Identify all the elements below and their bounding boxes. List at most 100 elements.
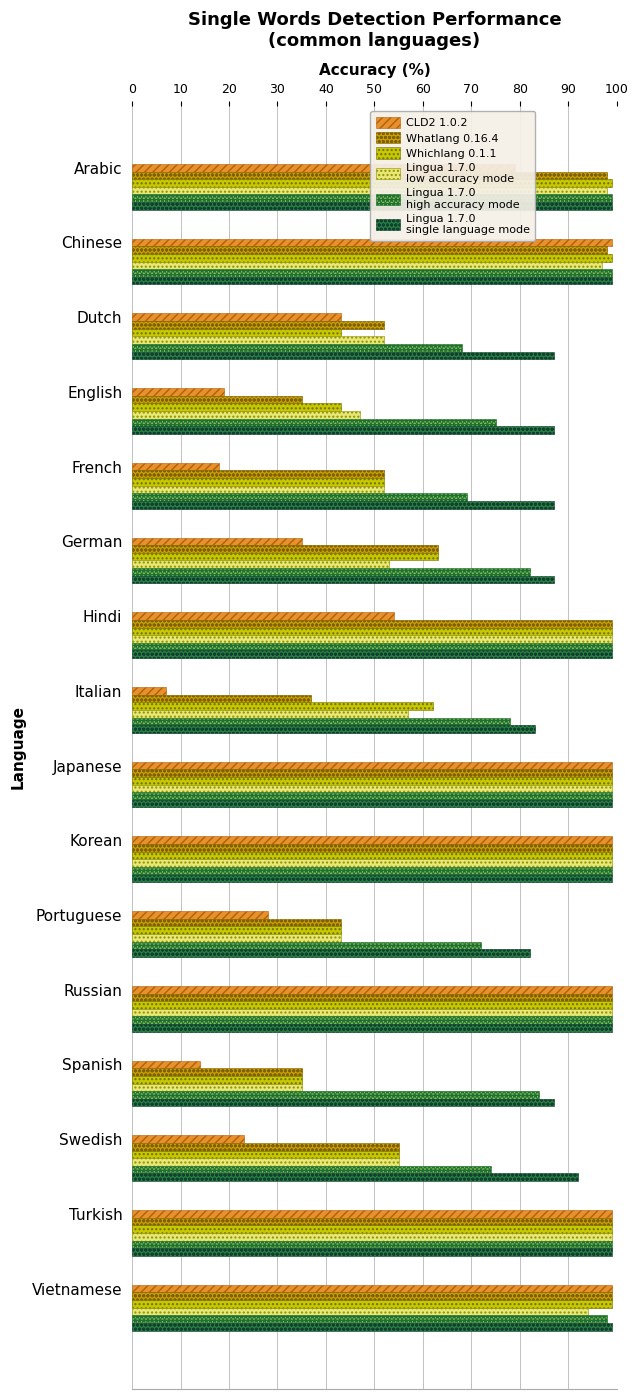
Bar bbox=[132, 867, 612, 875]
Bar bbox=[132, 1210, 612, 1218]
Bar bbox=[132, 1001, 612, 1009]
Y-axis label: Language: Language bbox=[11, 706, 26, 790]
Bar bbox=[132, 1301, 612, 1308]
Bar bbox=[132, 1240, 612, 1249]
Bar bbox=[132, 1233, 612, 1240]
Bar bbox=[132, 269, 612, 277]
Bar bbox=[132, 560, 389, 568]
Bar bbox=[132, 1009, 612, 1016]
Bar bbox=[132, 1249, 612, 1256]
Bar bbox=[132, 694, 312, 703]
Bar bbox=[132, 725, 534, 732]
Bar bbox=[132, 762, 612, 770]
Bar bbox=[132, 426, 554, 434]
Bar bbox=[132, 202, 612, 210]
Bar bbox=[132, 277, 612, 284]
Bar bbox=[132, 986, 612, 994]
Bar bbox=[132, 172, 607, 179]
Bar bbox=[132, 314, 340, 321]
Bar bbox=[132, 388, 224, 396]
Bar bbox=[132, 1285, 612, 1292]
Bar bbox=[132, 1166, 491, 1173]
Bar bbox=[132, 179, 612, 186]
Bar bbox=[132, 1316, 607, 1323]
Bar bbox=[132, 687, 166, 694]
Bar bbox=[132, 568, 530, 575]
Bar bbox=[132, 1323, 612, 1330]
Bar bbox=[132, 636, 612, 643]
Bar bbox=[132, 799, 612, 808]
Bar bbox=[132, 479, 384, 486]
Bar bbox=[132, 336, 384, 344]
Bar bbox=[132, 253, 612, 262]
Bar bbox=[132, 164, 515, 172]
Bar bbox=[132, 792, 612, 799]
Bar bbox=[132, 911, 268, 918]
Bar bbox=[132, 486, 384, 493]
Bar bbox=[132, 994, 612, 1001]
Bar bbox=[132, 1292, 612, 1301]
Bar bbox=[132, 703, 433, 710]
Bar bbox=[132, 419, 496, 426]
Bar bbox=[132, 538, 301, 545]
Bar bbox=[132, 344, 462, 351]
Bar bbox=[132, 1016, 612, 1023]
Bar bbox=[132, 1173, 578, 1182]
Bar bbox=[132, 403, 340, 412]
Bar bbox=[132, 875, 612, 882]
Bar bbox=[132, 329, 340, 336]
Bar bbox=[132, 942, 481, 949]
Bar bbox=[132, 1091, 540, 1099]
Bar bbox=[132, 851, 612, 860]
Bar bbox=[132, 575, 554, 584]
Bar bbox=[132, 710, 408, 718]
Bar bbox=[132, 620, 612, 627]
Bar bbox=[132, 1158, 399, 1166]
Bar bbox=[132, 262, 602, 269]
Bar bbox=[132, 493, 467, 501]
Bar bbox=[132, 501, 554, 508]
Bar bbox=[132, 651, 612, 658]
Bar bbox=[132, 860, 612, 867]
Bar bbox=[132, 627, 612, 636]
Bar bbox=[132, 927, 340, 934]
Bar bbox=[132, 1218, 612, 1225]
Bar bbox=[132, 246, 607, 253]
Bar bbox=[132, 836, 612, 844]
Bar bbox=[132, 844, 612, 851]
Bar bbox=[132, 553, 438, 560]
Bar bbox=[132, 777, 612, 784]
Bar bbox=[132, 195, 612, 202]
Bar bbox=[132, 612, 394, 620]
Bar bbox=[132, 1068, 301, 1075]
Title: Single Words Detection Performance
(common languages): Single Words Detection Performance (comm… bbox=[188, 11, 561, 50]
X-axis label: Accuracy (%): Accuracy (%) bbox=[319, 63, 430, 77]
Bar bbox=[132, 949, 530, 958]
Bar bbox=[132, 321, 384, 329]
Bar bbox=[132, 412, 360, 419]
Bar bbox=[132, 463, 220, 470]
Bar bbox=[132, 351, 554, 360]
Legend: CLD2 1.0.2, Whatlang 0.16.4, Whichlang 0.1.1, Lingua 1.7.0
low accuracy mode, Li: CLD2 1.0.2, Whatlang 0.16.4, Whichlang 0… bbox=[371, 111, 536, 241]
Bar bbox=[132, 1308, 588, 1316]
Bar bbox=[132, 470, 384, 479]
Bar bbox=[132, 1023, 612, 1032]
Bar bbox=[132, 1084, 301, 1091]
Bar bbox=[132, 1225, 612, 1233]
Bar bbox=[132, 918, 340, 927]
Bar bbox=[132, 186, 607, 195]
Bar bbox=[132, 1151, 399, 1158]
Bar bbox=[132, 238, 612, 246]
Bar bbox=[132, 396, 301, 403]
Bar bbox=[132, 643, 612, 651]
Bar bbox=[132, 718, 510, 725]
Bar bbox=[132, 934, 340, 942]
Bar bbox=[132, 545, 438, 553]
Bar bbox=[132, 1075, 301, 1084]
Bar bbox=[132, 784, 612, 792]
Bar bbox=[132, 1099, 554, 1106]
Bar bbox=[132, 1135, 244, 1142]
Bar bbox=[132, 770, 612, 777]
Bar bbox=[132, 1142, 399, 1151]
Bar bbox=[132, 1061, 200, 1068]
